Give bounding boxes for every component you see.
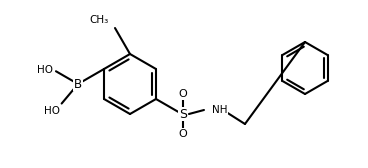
Text: NH: NH [212,105,227,115]
Text: O: O [178,89,187,99]
Text: HO: HO [44,106,60,116]
Text: O: O [178,129,187,139]
Text: CH₃: CH₃ [90,15,109,25]
Text: HO: HO [37,65,53,75]
Text: S: S [179,108,187,120]
Text: B: B [74,77,82,91]
